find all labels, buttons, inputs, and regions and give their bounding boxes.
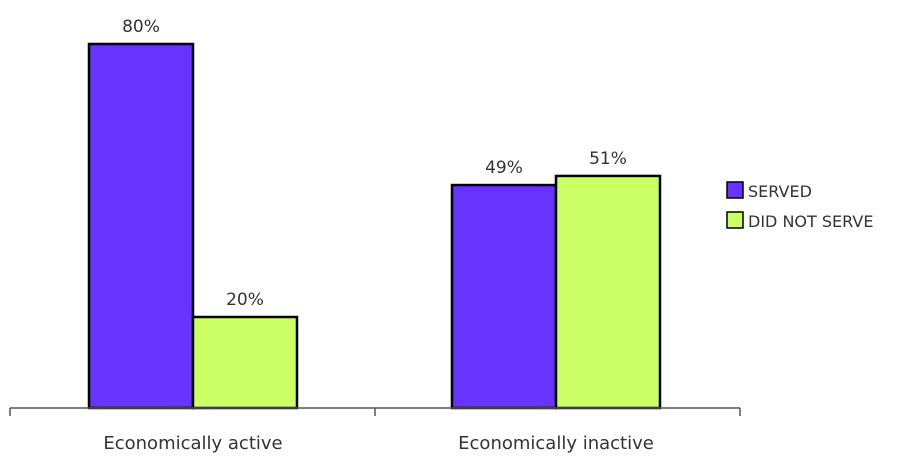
data-label-served-economically-active: 80% xyxy=(122,17,160,37)
data-labels-layer: 80% 20% 49% 51% xyxy=(122,17,627,310)
x-tick-label: Economically active xyxy=(103,433,282,454)
legend-swatch-served xyxy=(726,181,744,199)
x-axis: Economically active Economically inactive xyxy=(9,407,741,454)
bar-served-economically-inactive xyxy=(450,183,558,410)
data-label-did-not-serve-economically-active: 20% xyxy=(226,290,264,310)
data-label-did-not-serve-economically-inactive: 51% xyxy=(589,149,627,169)
data-label-served-economically-inactive: 49% xyxy=(485,158,523,178)
legend: SERVED DID NOT SERVE xyxy=(726,181,873,231)
x-tick-label: Economically inactive xyxy=(458,433,654,454)
bars-layer xyxy=(87,42,662,410)
bar-did-not-serve-economically-inactive xyxy=(554,174,662,410)
bar-served-economically-active xyxy=(87,42,195,410)
legend-label-did-not-serve: DID NOT SERVE xyxy=(748,212,873,231)
legend-label-served: SERVED xyxy=(748,182,812,201)
legend-swatch-did-not-serve xyxy=(726,211,744,229)
bar-did-not-serve-economically-active xyxy=(191,315,299,410)
